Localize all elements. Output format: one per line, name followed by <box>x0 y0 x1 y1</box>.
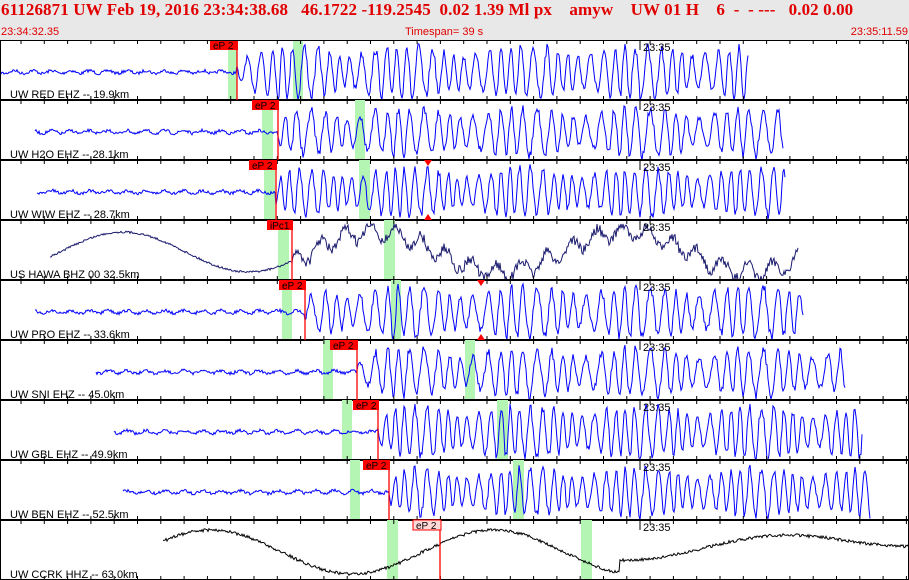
minute-label: 23:35 <box>643 402 671 414</box>
pick-flag[interactable] <box>249 160 277 170</box>
pick-label: eP 2 <box>213 41 234 52</box>
pick-window <box>278 220 289 280</box>
trace-panel[interactable]: 23:35 eP 2 UW WIW EHZ -- 28.7km <box>0 160 909 221</box>
trace-panel[interactable]: 23:35 eP 2 UW CCRK HHZ -- 63.0km <box>0 519 909 580</box>
pick-window <box>355 100 365 160</box>
station-label: UW WIW EHZ -- 28.7km <box>10 209 130 221</box>
pick-label: eP 2 <box>282 281 303 292</box>
minute-label: 23:35 <box>643 462 671 474</box>
waveform <box>49 222 799 281</box>
station-label: UW CCRK HHZ -- 63.0km <box>10 569 138 580</box>
pick-window <box>497 400 508 460</box>
end-time: 23:35:11.59 <box>850 26 908 38</box>
minute-label: 23:35 <box>643 102 671 114</box>
pick-window <box>323 340 333 400</box>
pick-window <box>282 280 292 340</box>
trace-panel[interactable]: 23:35 eP 2 UW PRO EHZ -- 33.6km <box>0 280 909 341</box>
pick-window <box>359 160 370 220</box>
seismogram-panels[interactable]: 23:35 eP 2 UW RED EHZ -- 19.9km 23:35 eP 2 UW… <box>0 40 909 580</box>
amplitude-marker-icon <box>477 280 485 286</box>
trace-panel[interactable]: 23:35 eP 2 UW BEN EHZ -- 52.5km <box>0 460 909 521</box>
minute-label: 23:35 <box>643 222 671 234</box>
waveform <box>162 527 909 577</box>
minute-label: 23:35 <box>643 282 671 294</box>
pick-flag[interactable] <box>252 100 279 110</box>
minute-label: 23:35 <box>643 342 671 354</box>
pick-label: eP 2 <box>416 521 437 532</box>
station-label: UW PRO EHZ -- 33.6km <box>10 329 130 341</box>
pick-window <box>384 220 395 280</box>
station-label: UW SNI EHZ -- 45.0km <box>10 389 124 401</box>
pick-flag[interactable] <box>267 220 293 230</box>
pick-window <box>581 520 592 580</box>
pick-window <box>342 400 352 460</box>
waveform <box>122 464 871 521</box>
pick-window <box>350 460 360 520</box>
trace-panel[interactable]: 23:35 eP 2 UW GBL EHZ -- 49.9km <box>0 400 909 462</box>
minute-label: 23:35 <box>643 162 671 174</box>
pick-window <box>262 100 273 160</box>
trace-panel[interactable]: 23:35 iPc1 US HAWA BHZ 00 32.5km <box>0 220 909 281</box>
waveform <box>95 344 846 401</box>
trace-panel[interactable]: 23:35 eP 2 UW RED EHZ -- 19.9km <box>0 40 909 102</box>
waveform <box>0 43 749 102</box>
pick-label: iPc1 <box>270 221 290 232</box>
start-time: 23:34:32.35 <box>1 26 60 38</box>
waveform <box>34 105 784 161</box>
pick-label: eP 2 <box>252 161 273 172</box>
station-label: UW BEN EHZ -- 52.5km <box>10 509 129 521</box>
pick-window <box>465 340 475 400</box>
pick-window <box>264 160 275 220</box>
station-label: US HAWA BHZ 00 32.5km <box>10 269 139 281</box>
pick-flag[interactable] <box>210 40 238 50</box>
timespan: Timespan= 39 s <box>405 26 484 38</box>
pick-window <box>513 460 524 520</box>
event-summary: 61126871 UW Feb 19, 2016 23:34:38.68 46.… <box>1 0 854 19</box>
amplitude-marker-icon <box>424 214 432 220</box>
waveform <box>36 164 786 221</box>
pick-label: eP 2 <box>356 401 377 412</box>
event-header: 61126871 UW Feb 19, 2016 23:34:38.68 46.… <box>0 0 909 40</box>
pick-window <box>387 520 398 580</box>
trace-panel[interactable]: 23:35 eP 2 UW SNI EHZ -- 45.0km <box>0 340 909 401</box>
pick-flag[interactable] <box>330 340 358 350</box>
pick-label: eP 2 <box>333 341 354 352</box>
pick-flag[interactable] <box>353 400 379 410</box>
amplitude-marker-icon <box>424 160 432 166</box>
waveform <box>113 403 863 462</box>
pick-flag[interactable] <box>363 460 390 470</box>
minute-label: 23:35 <box>643 42 671 54</box>
waveform <box>34 282 804 341</box>
trace-panel[interactable]: 23:35 eP 2 UW H2O EHZ -- 28.1km <box>0 100 909 161</box>
pick-flag[interactable] <box>412 519 442 531</box>
station-label: UW RED EHZ -- 19.9km <box>10 89 129 101</box>
minute-label: 23:35 <box>643 522 671 534</box>
pick-label: eP 2 <box>255 101 276 112</box>
pick-label: eP 2 <box>366 461 387 472</box>
amplitude-marker-icon <box>477 334 485 340</box>
pick-window <box>293 40 303 100</box>
pick-window <box>228 40 237 100</box>
station-label: UW H2O EHZ -- 28.1km <box>10 149 129 161</box>
station-label: UW GBL EHZ -- 49.9km <box>10 449 128 461</box>
pick-flag[interactable] <box>279 280 306 290</box>
